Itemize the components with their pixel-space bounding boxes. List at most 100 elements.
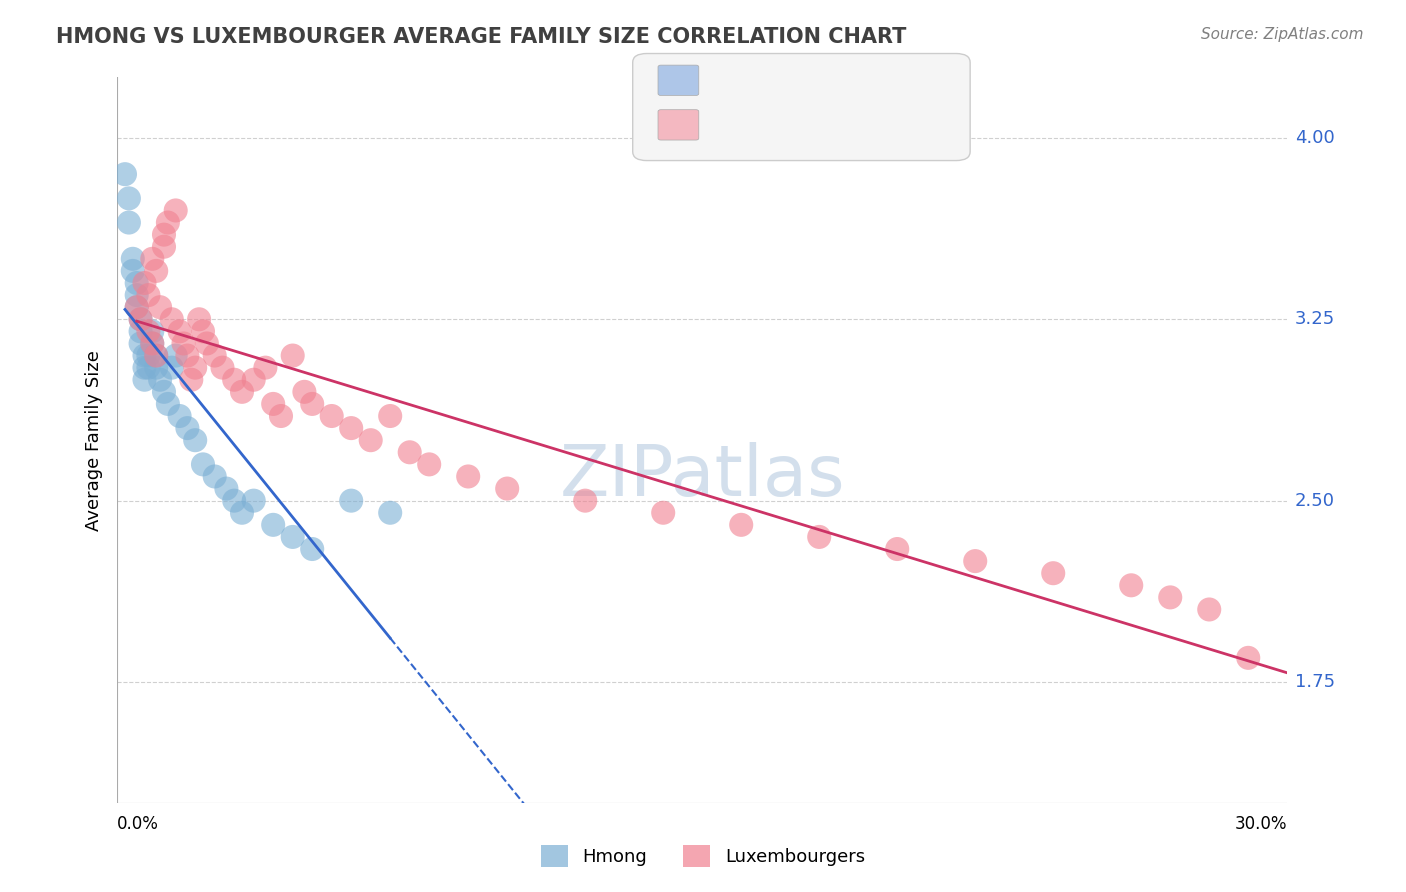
Point [301, 541, 323, 556]
Point [141, 252, 163, 266]
Point [160, 312, 183, 326]
Point [121, 252, 143, 266]
Point [496, 482, 519, 496]
Point [211, 360, 233, 375]
Point [340, 493, 363, 508]
Text: 0.0%: 0.0% [117, 815, 159, 833]
Point [398, 445, 420, 459]
Legend: Hmong, Luxembourgers: Hmong, Luxembourgers [534, 838, 872, 874]
Point [138, 288, 160, 302]
Point [191, 324, 214, 338]
Point [1042, 566, 1064, 581]
Point [418, 458, 440, 472]
Point [153, 240, 176, 254]
Point [121, 264, 143, 278]
Point [125, 288, 148, 302]
Point [184, 433, 207, 447]
Point [215, 482, 238, 496]
Point [176, 421, 198, 435]
Text: Source: ZipAtlas.com: Source: ZipAtlas.com [1201, 27, 1364, 42]
Point [145, 360, 167, 375]
Point [262, 397, 284, 411]
Point [730, 517, 752, 532]
Point [125, 300, 148, 314]
Point [149, 300, 172, 314]
Point [160, 360, 183, 375]
Point [138, 324, 160, 338]
Point [153, 384, 176, 399]
Text: ZIPatlas: ZIPatlas [560, 442, 845, 511]
Point [808, 530, 831, 544]
Point [1159, 591, 1181, 605]
Point [125, 300, 148, 314]
Point [224, 493, 246, 508]
Point [134, 360, 156, 375]
Point [254, 360, 277, 375]
Point [204, 469, 226, 483]
Point [145, 349, 167, 363]
Point [188, 312, 211, 326]
Point [153, 227, 176, 242]
Point [281, 349, 304, 363]
Point [195, 336, 218, 351]
Point [270, 409, 292, 423]
Point [149, 373, 172, 387]
Point [301, 397, 323, 411]
Point [165, 203, 187, 218]
Point [180, 373, 202, 387]
Point [129, 312, 152, 326]
Point [360, 433, 382, 447]
Text: 3.25: 3.25 [1295, 310, 1336, 328]
Point [652, 506, 675, 520]
Point [231, 384, 253, 399]
Point [141, 324, 163, 338]
Point [134, 349, 156, 363]
Point [380, 506, 402, 520]
Point [125, 276, 148, 290]
Point [380, 409, 402, 423]
Point [176, 349, 198, 363]
Text: N = =: N = = [830, 71, 880, 89]
Text: 2.50: 2.50 [1295, 491, 1336, 509]
Point [156, 397, 179, 411]
Point [138, 349, 160, 363]
Point [129, 324, 152, 338]
Text: N = =: N = = [830, 116, 880, 134]
Point [145, 264, 167, 278]
Point [965, 554, 987, 568]
Text: R = -0.396: R = -0.396 [710, 116, 799, 134]
Point [165, 349, 187, 363]
Text: R = -0.325: R = -0.325 [710, 71, 800, 89]
Point [281, 530, 304, 544]
Point [242, 493, 264, 508]
Point [457, 469, 479, 483]
Point [169, 324, 191, 338]
Point [191, 458, 214, 472]
Point [141, 336, 163, 351]
Text: HMONG VS LUXEMBOURGER AVERAGE FAMILY SIZE CORRELATION CHART: HMONG VS LUXEMBOURGER AVERAGE FAMILY SIZ… [56, 27, 907, 46]
Point [169, 409, 191, 423]
Text: 4.00: 4.00 [1295, 129, 1334, 147]
Point [156, 215, 179, 229]
Text: 1.75: 1.75 [1295, 673, 1336, 691]
Point [574, 493, 596, 508]
Point [1121, 578, 1143, 592]
Point [129, 336, 152, 351]
Point [242, 373, 264, 387]
Point [204, 349, 226, 363]
Y-axis label: Average Family Size: Average Family Size [86, 350, 103, 531]
Text: 30.0%: 30.0% [1234, 815, 1288, 833]
Point [145, 349, 167, 363]
Point [1198, 602, 1220, 616]
Point [118, 215, 141, 229]
Point [173, 336, 195, 351]
Point [262, 517, 284, 532]
Point [141, 336, 163, 351]
Point [129, 312, 152, 326]
Point [321, 409, 343, 423]
Point [114, 167, 136, 181]
Point [134, 276, 156, 290]
Point [224, 373, 246, 387]
Point [1237, 651, 1260, 665]
Point [231, 506, 253, 520]
